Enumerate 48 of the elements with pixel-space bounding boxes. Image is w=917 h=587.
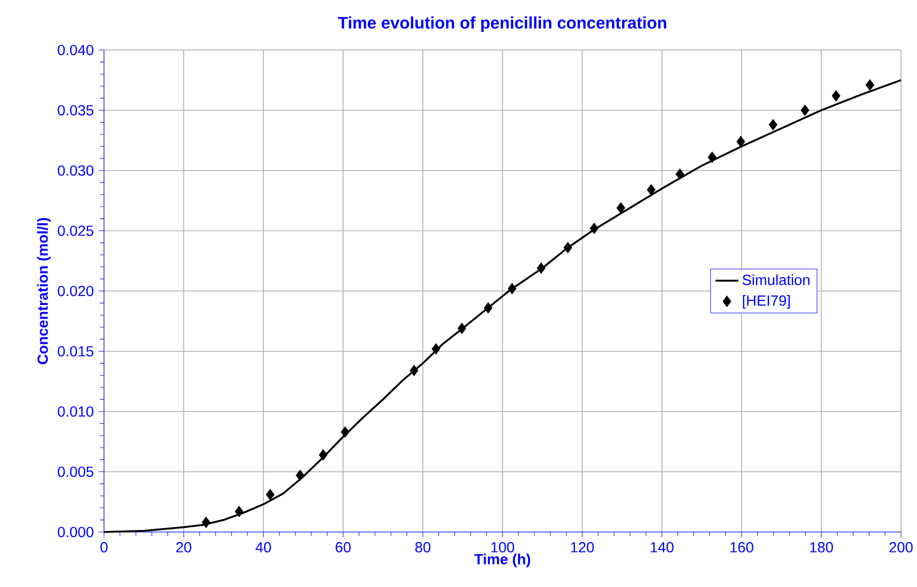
y-tick-label: 0.025 <box>58 226 94 236</box>
point <box>564 242 572 254</box>
point <box>590 222 598 234</box>
point <box>736 136 746 148</box>
point <box>832 90 840 102</box>
x-tick-label: 140 <box>650 542 674 552</box>
y-tick-label: 0.020 <box>58 286 94 296</box>
point <box>234 506 244 518</box>
point <box>296 470 304 481</box>
x-tick-label: 0 <box>100 542 108 552</box>
legend-label: [HEI79] <box>742 295 790 309</box>
chart-title: Time evolution of penicillin concentration <box>338 16 666 32</box>
y-tick-label: 0.010 <box>58 406 94 417</box>
x-tick-label: 80 <box>415 542 430 552</box>
point <box>340 426 350 438</box>
point <box>432 343 440 354</box>
y-tick-label: 0.000 <box>58 526 94 538</box>
x-tick-label: 40 <box>256 542 271 552</box>
x-tick-label: 20 <box>176 542 192 552</box>
legend-label: Simulation <box>742 274 810 286</box>
x-tick-label: 200 <box>890 542 913 552</box>
point <box>708 152 716 163</box>
y-tick-label: 0.005 <box>58 466 94 477</box>
y-axis-title: Concentration (mol/l) <box>37 218 51 364</box>
x-tick-label: 100 <box>491 542 514 552</box>
point <box>866 79 874 91</box>
y-tick-label: 0.015 <box>58 346 94 356</box>
x-tick-label: 60 <box>336 542 351 552</box>
y-tick-label: 0.035 <box>58 105 94 116</box>
point <box>484 302 492 314</box>
point <box>508 282 516 294</box>
x-tick-label: 120 <box>571 542 594 552</box>
point <box>676 168 684 180</box>
y-tick-label: 0.030 <box>58 165 94 176</box>
point <box>800 104 810 116</box>
point <box>616 202 626 214</box>
point <box>536 262 546 274</box>
x-tick-label: 180 <box>810 542 833 552</box>
x-tick-label: 160 <box>730 542 754 552</box>
y-tick-label: 0.040 <box>58 44 94 56</box>
point <box>410 364 418 376</box>
point <box>202 516 210 528</box>
point <box>768 119 778 130</box>
point <box>318 449 328 460</box>
point <box>266 489 274 500</box>
point <box>646 184 656 196</box>
point <box>458 322 466 334</box>
x-axis-title: Time (h) <box>474 554 530 568</box>
